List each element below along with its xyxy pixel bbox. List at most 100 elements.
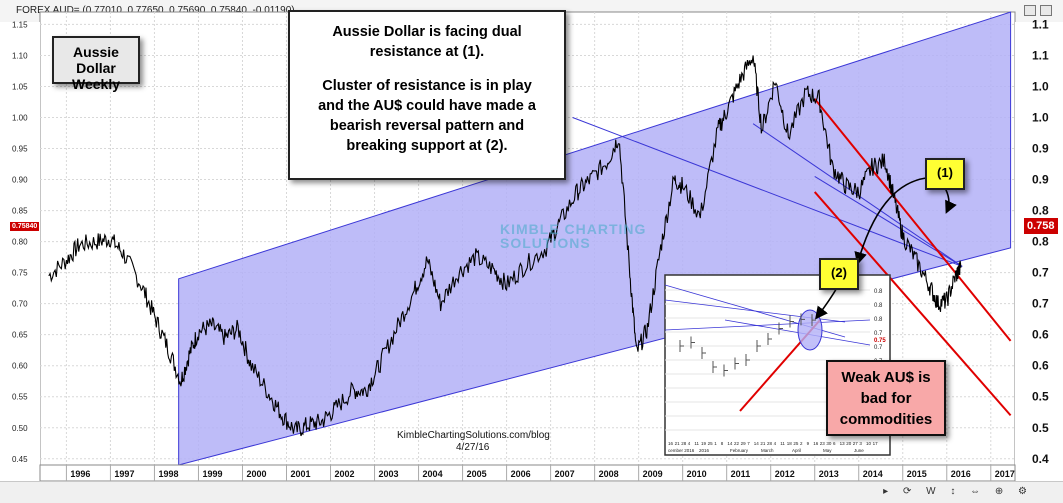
y-tick-left: 0.50 (12, 424, 28, 433)
x-tick-label: 2004 (423, 469, 443, 479)
inset-x-tick: 4 (774, 441, 777, 446)
inset-x-group: May (823, 448, 832, 453)
inset-x-tick: 14 (754, 441, 760, 446)
close-icon[interactable] (1040, 5, 1052, 16)
inset-x-tick: 14 (727, 441, 733, 446)
y-tick-left: 0.90 (12, 176, 28, 185)
inset-x-tick: 28 (681, 441, 687, 446)
inset-x-group: 2016 (699, 448, 710, 453)
price-line (48, 55, 962, 437)
comment-line1: Aussie Dollar is facing dual (332, 24, 522, 40)
inset-y-tick: 0.7 (874, 331, 883, 337)
inset-x-tick: 25 (708, 441, 714, 446)
chart-name-line2: Weekly (72, 76, 120, 92)
inset-x-tick: 17 (873, 441, 879, 446)
y-tick-left: 0.95 (12, 145, 28, 154)
y-tick-right: 0.8 (1032, 204, 1049, 218)
toolbar-icons[interactable]: ▸ ⟳ W ↕ ⇔ ⊕ ⚙ (883, 486, 1033, 497)
price-tag-right: 0.758 (1024, 218, 1058, 234)
comment-line4: and the AU$ could have made a (318, 98, 536, 114)
inset-x-tick: 7 (747, 441, 750, 446)
callout-line2: bad for (860, 390, 912, 407)
inset-x-group: March (761, 448, 774, 453)
y-tick-left: 1.10 (12, 51, 28, 60)
y-tick-right: 0.5 (1032, 421, 1049, 435)
chart-name-label: Aussie Dollar Weekly (52, 36, 140, 92)
inset-x-tick: 29 (741, 441, 747, 446)
x-tick-label: 1997 (114, 469, 134, 479)
y-tick-right: 0.7 (1032, 297, 1049, 311)
x-tick-label: 2010 (687, 469, 707, 479)
y-tick-right: 0.9 (1032, 142, 1049, 156)
inset-y-tick: 0.8 (874, 289, 883, 295)
y-tick-right: 1.0 (1032, 110, 1049, 124)
inset-x-tick: 8 (721, 441, 724, 446)
y-tick-left: 0.55 (12, 393, 28, 402)
y-tick-right: 1.1 (1032, 17, 1049, 31)
x-tick-label: 2006 (511, 469, 531, 479)
y-tick-right: 1.1 (1032, 48, 1049, 62)
inset-y-tick: 0.7 (874, 345, 883, 351)
inset-x-tick: 1 (714, 441, 717, 446)
chart-title: FOREX AUD= (0.77010, 0.77650, 0.75690, 0… (16, 5, 295, 16)
inset-x-tick: 16 (813, 441, 819, 446)
inset-x-group: February (730, 448, 749, 453)
inset-x-tick: 18 (787, 441, 793, 446)
y-tick-left: 0.80 (12, 238, 28, 247)
y-tick-right: 1.0 (1032, 79, 1049, 93)
inset-x-tick: 6 (833, 441, 836, 446)
x-tick-label: 2009 (643, 469, 663, 479)
inset-blue-line (664, 319, 871, 331)
inset-x-tick: 9 (807, 441, 810, 446)
inset-x-group: April (792, 448, 801, 453)
inset-x-tick: 16 (668, 441, 674, 446)
inset-y-tick: 0.8 (874, 317, 883, 323)
comment-line3: Cluster of resistance is in play (322, 78, 532, 94)
inset-x-tick: 30 (826, 441, 832, 446)
x-tick-label: 1996 (70, 469, 90, 479)
minimize-icon[interactable] (1024, 5, 1036, 16)
inset-blue-line (724, 319, 871, 346)
credit-date: 4/27/16 (456, 442, 490, 453)
bottom-toolbar: ▸ ⟳ W ↕ ⇔ ⊕ ⚙ (0, 481, 1063, 503)
inset-x-tick: 21 (675, 441, 681, 446)
x-tick-label: 2012 (775, 469, 795, 479)
right-axis-bg (1015, 22, 1063, 465)
inset-x-tick: 22 (734, 441, 740, 446)
x-tick-label: 2007 (555, 469, 575, 479)
inset-x-group: June (854, 448, 864, 453)
y-tick-right: 0.7 (1032, 266, 1049, 280)
x-tick-label: 2013 (819, 469, 839, 479)
watermark: KIMBLE CHARTING SOLUTIONS (500, 221, 647, 251)
y-tick-left: 0.75 (12, 269, 28, 278)
x-tick-label: 2014 (863, 469, 883, 479)
y-tick-left: 0.70 (12, 300, 28, 309)
inset-x-tick: 2 (800, 441, 803, 446)
y-tick-right: 0.9 (1032, 173, 1049, 187)
comment-line6: breaking support at (2). (346, 138, 508, 154)
chart-axes: 1.151.101.051.000.950.900.850.800.750.70… (0, 17, 1063, 482)
callout-box: Weak AU$ is bad for commodities (826, 360, 946, 436)
price-tag-left: 0.75840 (10, 222, 40, 231)
red-resistance-lines (813, 98, 1012, 417)
y-tick-left: 0.85 (12, 207, 28, 216)
inset-y-tick: 0.8 (874, 303, 883, 309)
inset-x-tick: 27 (853, 441, 859, 446)
x-tick-label: 1998 (158, 469, 178, 479)
inset-x-tick: 10 (866, 441, 872, 446)
inset-x-tick: 4 (688, 441, 691, 446)
y-tick-right: 0.8 (1032, 235, 1049, 249)
x-tick-label: 2008 (599, 469, 619, 479)
comment-line5: bearish reversal pattern and (329, 118, 525, 134)
x-tick-label: 1999 (202, 469, 222, 479)
x-tick-label: 2017 (995, 469, 1015, 479)
y-tick-left: 0.60 (12, 362, 28, 371)
inset-price-tag: 0.75 (874, 338, 886, 344)
y-tick-right: 0.6 (1032, 328, 1049, 342)
inset-x-tick: 3 (859, 441, 862, 446)
y-tick-right: 0.6 (1032, 359, 1049, 373)
y-tick-right: 0.5 (1032, 390, 1049, 404)
inset-x-tick: 23 (820, 441, 826, 446)
callout-line1: Weak AU$ is (841, 369, 931, 386)
comment-line2: resistance at (1). (369, 44, 485, 60)
